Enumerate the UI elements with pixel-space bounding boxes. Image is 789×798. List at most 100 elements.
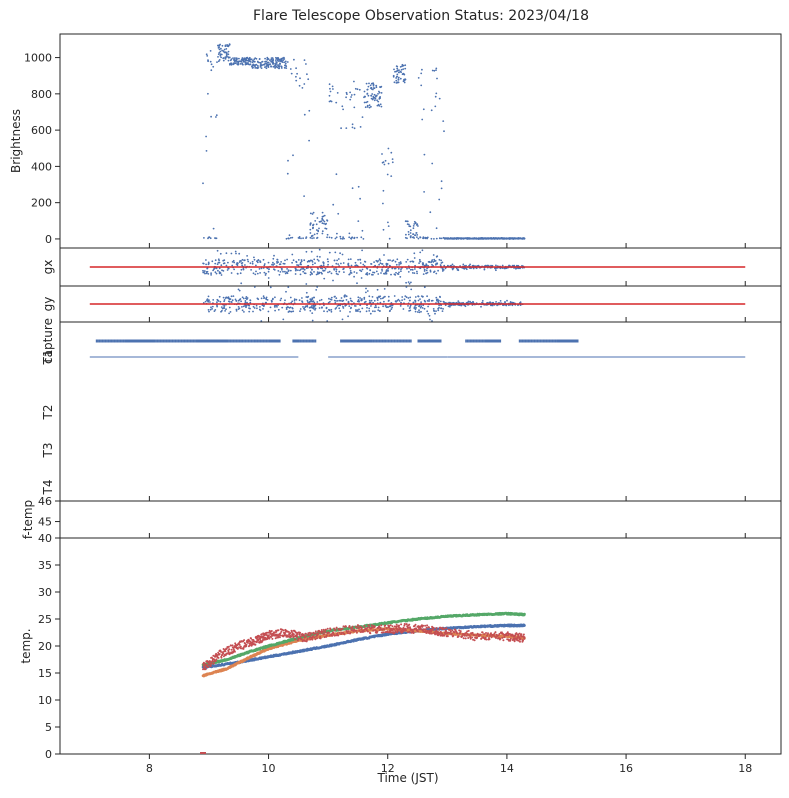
capture-mark	[548, 339, 551, 343]
gy-point	[380, 297, 382, 300]
brightness-point	[485, 237, 487, 240]
gx-point	[280, 267, 283, 270]
brightness-point	[370, 97, 373, 100]
gy-point	[421, 307, 424, 309]
gx-point	[317, 272, 319, 275]
gx-point	[361, 249, 363, 252]
gx-point	[307, 260, 310, 262]
gx-point	[516, 264, 518, 267]
gx-point	[256, 260, 258, 263]
brightness-point	[207, 59, 209, 61]
brightness-point	[440, 180, 443, 183]
gy-point	[361, 307, 364, 310]
capture-mark	[216, 339, 218, 343]
gy-point	[269, 286, 272, 289]
brightness-point	[316, 237, 318, 240]
gy-point	[312, 307, 315, 310]
brightness-point	[361, 229, 364, 232]
gx-point	[207, 273, 210, 275]
capture-mark	[420, 339, 423, 343]
gx-point	[240, 268, 243, 271]
brightness-point	[289, 68, 292, 70]
gx-point	[412, 260, 415, 263]
capture-mark	[439, 339, 442, 343]
gx-point	[377, 273, 380, 275]
capture-mark	[389, 339, 391, 343]
brightness-point	[342, 236, 344, 239]
brightness-point	[216, 61, 218, 63]
gx-point	[411, 268, 414, 271]
brightness-point	[210, 63, 213, 66]
gy-point	[360, 299, 363, 302]
gx-point	[359, 269, 361, 272]
gx-point	[385, 263, 388, 266]
brightness-point	[303, 59, 306, 61]
gy-point	[376, 296, 379, 299]
brightness-point	[434, 95, 437, 98]
gy-point	[426, 295, 428, 298]
gy-point	[314, 309, 316, 311]
brightness-point	[277, 58, 280, 61]
capture-mark	[378, 339, 381, 343]
gx-point	[340, 262, 342, 265]
brightness-ytick-label: 600	[31, 124, 52, 137]
gx-point	[372, 271, 374, 274]
brightness-point	[287, 237, 290, 240]
capture-mark	[180, 339, 183, 343]
gy-point	[216, 298, 219, 301]
capture-mark	[219, 339, 221, 343]
capture-mark	[100, 339, 102, 343]
capture-mark	[392, 339, 394, 343]
gx-point	[383, 254, 385, 256]
gx-point	[273, 269, 276, 271]
gx-point	[305, 250, 308, 253]
gy-point	[442, 308, 444, 310]
brightness-point	[401, 73, 404, 76]
gx-point	[323, 277, 326, 280]
gx-point	[273, 254, 275, 257]
gy-point	[291, 307, 294, 309]
brightness-point	[382, 161, 385, 164]
brightness-point	[317, 230, 320, 233]
capture-row-label-t1: T1	[41, 350, 55, 366]
gy-point	[216, 305, 219, 308]
gy-point	[285, 308, 288, 310]
brightness-point	[226, 44, 229, 46]
gy-point	[316, 301, 319, 303]
brightness-point	[321, 217, 324, 220]
gy-point	[242, 297, 245, 300]
gy-point	[235, 308, 238, 311]
gx-point	[423, 268, 426, 271]
capture-mark	[469, 339, 472, 343]
brightness-point	[278, 67, 280, 70]
gx-point	[257, 259, 260, 261]
gx-point	[242, 268, 245, 271]
brightness-point	[494, 238, 496, 240]
gx-point	[207, 261, 210, 264]
gy-point	[217, 300, 220, 302]
capture-mark	[417, 339, 420, 343]
brightness-point	[374, 97, 377, 100]
capture-mark	[198, 339, 201, 343]
brightness-point	[336, 232, 338, 235]
capture-mark	[226, 339, 229, 343]
brightness-point	[298, 236, 301, 238]
gy-point	[368, 299, 371, 302]
gx-point	[333, 268, 336, 271]
gx-point	[368, 272, 371, 275]
capture-mark	[371, 339, 373, 343]
brightness-point	[315, 223, 318, 226]
capture-mark	[308, 339, 311, 343]
gx-point	[335, 272, 338, 275]
capture-mark	[566, 339, 569, 343]
gx-point	[202, 262, 205, 265]
gx-point	[246, 258, 249, 261]
gy-point	[412, 301, 415, 304]
gy-point	[427, 312, 430, 315]
gy-point	[267, 310, 270, 313]
gy-point	[212, 299, 215, 301]
gx-point	[343, 271, 345, 273]
gy-point	[292, 310, 295, 313]
gy-point	[355, 310, 357, 312]
brightness-point	[207, 92, 209, 95]
